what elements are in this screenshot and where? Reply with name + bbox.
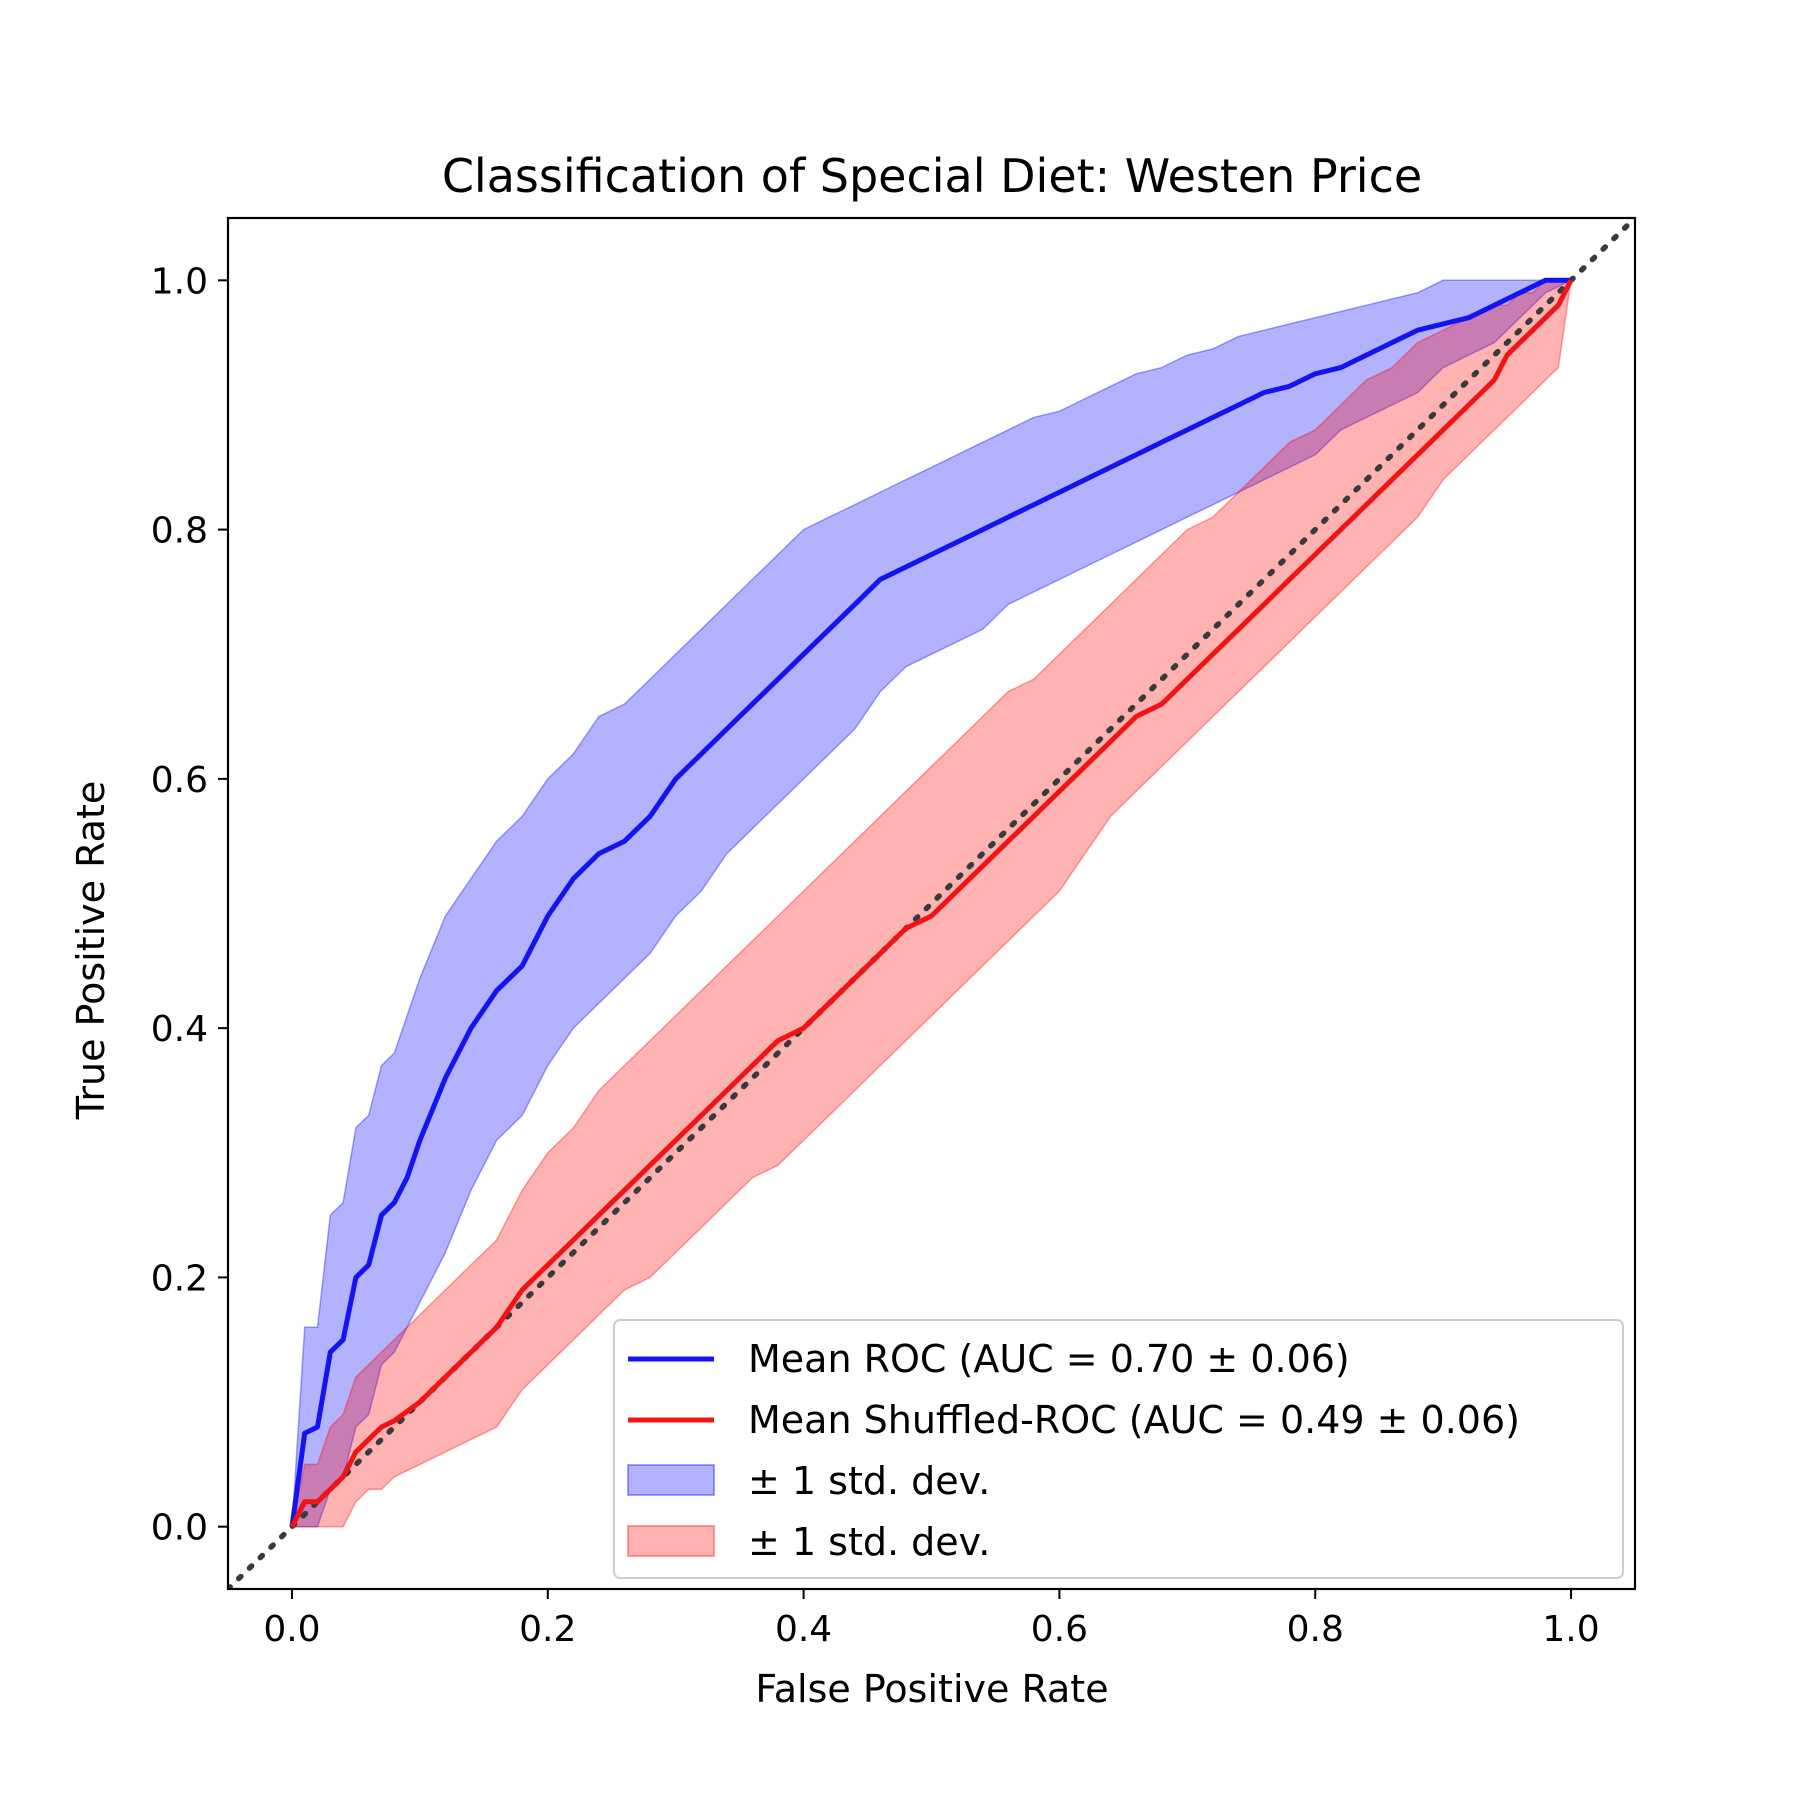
y-tick-label: 0.0 — [151, 1508, 208, 1549]
legend-box — [613, 1319, 1624, 1579]
x-tick-label: 0.4 — [775, 1609, 832, 1650]
y-axis-label: True Positive Rate — [69, 781, 113, 1121]
x-tick-label: 0.8 — [1287, 1609, 1344, 1650]
y-tick-label: 1.0 — [151, 261, 208, 302]
chart-title: Classification of Special Diet: Westen P… — [442, 149, 1422, 203]
plot-area — [228, 218, 1635, 1589]
y-tick-label: 0.6 — [151, 760, 208, 801]
x-tick-label: 0.6 — [1031, 1609, 1088, 1650]
plot-frame — [226, 216, 1637, 1591]
axis-ticks: 0.0 0.2 0.4 0.6 0.8 1.0 0.0 0.2 0.4 0.6 0.8 1.0 — [151, 261, 1600, 1650]
legend-label: Mean ROC (AUC = 0.70 ± 0.06) — [748, 1337, 1350, 1381]
y-tick-label: 0.4 — [151, 1009, 208, 1050]
x-tick-label: 0.2 — [519, 1609, 576, 1650]
y-tick-label: 0.8 — [151, 511, 208, 552]
legend: Mean ROC (AUC = 0.70 ± 0.06) Mean Shuffle… — [613, 1319, 1624, 1579]
x-tick-label: 1.0 — [1542, 1609, 1599, 1650]
legend-label: Mean Shuffled-ROC (AUC = 0.49 ± 0.06) — [748, 1398, 1520, 1442]
y-tick-label: 0.2 — [151, 1258, 208, 1299]
x-tick-label: 0.0 — [263, 1609, 320, 1650]
x-axis-label: False Positive Rate — [755, 1667, 1108, 1711]
legend-label: ± 1 std. dev. — [748, 1520, 990, 1564]
mean-roc-line — [289, 277, 1571, 1528]
legend-band-swatch — [627, 1464, 715, 1496]
legend-label: ± 1 std. dev. — [748, 1459, 990, 1503]
mean-shuffled-roc-line — [289, 279, 1574, 1528]
legend-band-swatch — [627, 1525, 715, 1557]
